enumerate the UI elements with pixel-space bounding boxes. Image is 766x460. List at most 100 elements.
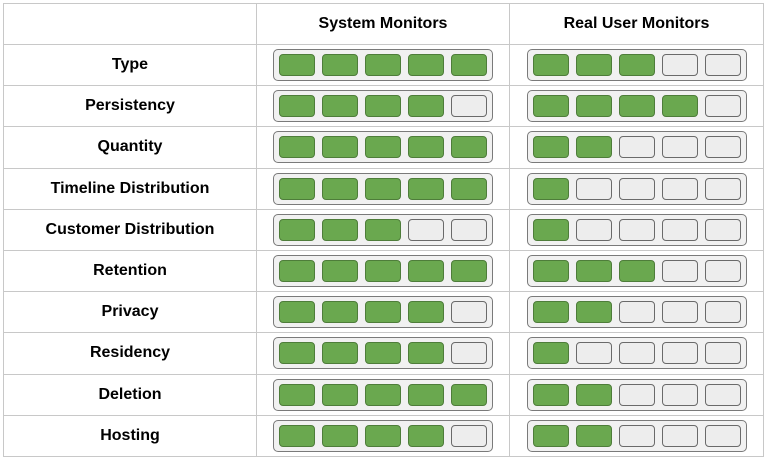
rating-segment-empty xyxy=(408,218,444,241)
rating-segment-empty xyxy=(451,301,487,324)
system-monitors-rating-meter xyxy=(273,49,493,82)
system-monitors-rating-cell xyxy=(256,208,510,251)
rating-segment-filled xyxy=(575,54,612,77)
rating-segment-empty xyxy=(661,383,698,406)
system-monitors-rating-meter xyxy=(273,172,493,205)
rating-segment-filled xyxy=(365,218,401,241)
rating-segment-filled xyxy=(322,342,358,365)
rating-segment-empty xyxy=(661,301,698,324)
rating-segment-empty xyxy=(451,342,487,365)
header-empty xyxy=(3,3,257,45)
rating-segment-empty xyxy=(661,424,698,447)
system-monitors-rating-meter xyxy=(273,255,493,288)
rating-segment-filled xyxy=(532,301,569,324)
header-row: System Monitors Real User Monitors xyxy=(3,3,764,45)
table-row: Retention xyxy=(3,249,764,293)
header-system-monitors: System Monitors xyxy=(256,3,510,45)
rating-segment-empty xyxy=(618,218,655,241)
real-user-monitors-rating-cell xyxy=(509,249,764,293)
rating-segment-filled xyxy=(408,383,444,406)
rating-segment-empty xyxy=(704,383,741,406)
rating-segment-filled xyxy=(451,54,487,77)
rating-segment-filled xyxy=(408,260,444,283)
table-row: Customer Distribution xyxy=(3,208,764,251)
system-monitors-rating-cell xyxy=(256,414,510,458)
real-user-monitors-rating-meter xyxy=(526,337,747,370)
row-label: Retention xyxy=(3,249,257,293)
rating-segment-filled xyxy=(532,177,569,200)
real-user-monitors-rating-meter xyxy=(526,419,747,452)
rating-segment-empty xyxy=(451,95,487,118)
rating-segment-filled xyxy=(451,260,487,283)
real-user-monitors-rating-cell xyxy=(509,291,764,334)
rating-segment-empty xyxy=(661,260,698,283)
row-label: Hosting xyxy=(3,414,257,458)
rating-segment-filled xyxy=(365,301,401,324)
rating-segment-empty xyxy=(661,218,698,241)
real-user-monitors-rating-meter xyxy=(526,255,747,288)
rating-segment-filled xyxy=(365,342,401,365)
system-monitors-rating-meter xyxy=(273,337,493,370)
rating-segment-empty xyxy=(704,218,741,241)
row-label: Timeline Distribution xyxy=(3,167,257,210)
rating-segment-filled xyxy=(322,54,358,77)
row-label: Deletion xyxy=(3,373,257,416)
rating-segment-empty xyxy=(575,218,612,241)
rating-segment-empty xyxy=(618,342,655,365)
table-row: Residency xyxy=(3,332,764,375)
rating-segment-empty xyxy=(704,95,741,118)
real-user-monitors-rating-cell xyxy=(509,332,764,375)
rating-segment-empty xyxy=(451,424,487,447)
rating-segment-filled xyxy=(532,54,569,77)
rating-segment-empty xyxy=(661,136,698,159)
rating-segment-filled xyxy=(532,424,569,447)
rating-segment-filled xyxy=(408,95,444,118)
rating-segment-filled xyxy=(365,424,401,447)
system-monitors-rating-cell xyxy=(256,373,510,416)
row-label: Quantity xyxy=(3,126,257,169)
rating-segment-filled xyxy=(575,136,612,159)
rating-segment-filled xyxy=(618,95,655,118)
real-user-monitors-rating-cell xyxy=(509,85,764,128)
rating-segment-filled xyxy=(279,177,315,200)
rating-segment-filled xyxy=(279,260,315,283)
rating-segment-filled xyxy=(322,260,358,283)
rating-segment-empty xyxy=(661,342,698,365)
table-row: Privacy xyxy=(3,291,764,334)
rating-segment-filled xyxy=(279,136,315,159)
system-monitors-rating-meter xyxy=(273,131,493,164)
real-user-monitors-rating-cell xyxy=(509,43,764,87)
rating-segment-empty xyxy=(575,177,612,200)
table-row: Quantity xyxy=(3,126,764,169)
rating-segment-filled xyxy=(618,54,655,77)
rating-segment-filled xyxy=(322,424,358,447)
real-user-monitors-rating-meter xyxy=(526,378,747,411)
rating-segment-empty xyxy=(704,424,741,447)
rating-segment-empty xyxy=(618,177,655,200)
system-monitors-rating-cell xyxy=(256,332,510,375)
row-label: Type xyxy=(3,43,257,87)
rating-segment-filled xyxy=(365,260,401,283)
real-user-monitors-rating-meter xyxy=(526,172,747,205)
rating-segment-filled xyxy=(322,301,358,324)
rating-segment-filled xyxy=(322,383,358,406)
header-real-user-monitors: Real User Monitors xyxy=(509,3,764,45)
rating-segment-filled xyxy=(408,177,444,200)
rating-segment-empty xyxy=(661,54,698,77)
system-monitors-rating-cell xyxy=(256,126,510,169)
rating-segment-empty xyxy=(704,260,741,283)
rating-segment-filled xyxy=(408,136,444,159)
rating-segment-filled xyxy=(532,260,569,283)
rating-segment-filled xyxy=(532,218,569,241)
rating-segment-filled xyxy=(532,95,569,118)
table-row: Type xyxy=(3,43,764,87)
rating-segment-filled xyxy=(575,95,612,118)
rating-segment-filled xyxy=(279,342,315,365)
real-user-monitors-rating-meter xyxy=(526,131,747,164)
system-monitors-rating-meter xyxy=(273,90,493,123)
system-monitors-rating-cell xyxy=(256,85,510,128)
row-label: Residency xyxy=(3,332,257,375)
rating-segment-filled xyxy=(575,424,612,447)
rating-segment-filled xyxy=(451,383,487,406)
rating-segment-filled xyxy=(408,54,444,77)
